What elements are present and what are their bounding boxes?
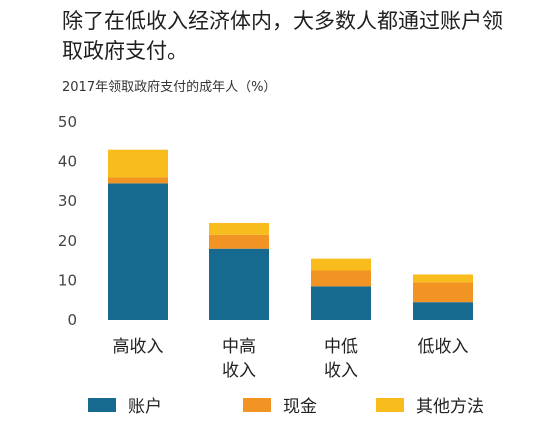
bar-segment <box>311 286 371 320</box>
category-label: 收入 <box>324 361 358 381</box>
bar-segment <box>108 183 168 320</box>
category-label: 收入 <box>222 361 256 381</box>
legend-swatch <box>243 397 271 412</box>
y-tick-label: 30 <box>58 192 77 210</box>
legend: 账户 现金 其他方法 <box>0 392 535 422</box>
category-label: 高收入 <box>113 337 164 357</box>
legend-label: 现金 <box>283 397 317 417</box>
chart-subtitle: 2017年领取政府支付的成年人（%） <box>62 80 277 95</box>
legend-item: 现金 <box>243 392 317 417</box>
bar-segment <box>311 258 371 271</box>
bar-segment <box>413 302 473 320</box>
legend-label: 账户 <box>128 397 162 417</box>
y-tick-label: 50 <box>58 113 77 131</box>
y-tick-label: 40 <box>58 153 77 171</box>
bar-segment <box>311 270 371 287</box>
y-tick-label: 20 <box>58 232 77 250</box>
bar-segment <box>108 177 168 184</box>
y-tick-label: 0 <box>67 311 77 329</box>
category-label: 低收入 <box>418 337 469 357</box>
chart-title: 除了在低收入经济体内，大多数人都通过账户领取政府支付。 <box>62 9 503 63</box>
legend-item: 账户 <box>88 392 162 417</box>
category-label: 中低 <box>324 337 358 357</box>
bar-segment <box>413 282 473 303</box>
bar-segment <box>108 149 168 178</box>
legend-item: 其他方法 <box>376 392 484 417</box>
category-label: 中高 <box>222 337 256 357</box>
bar-segment <box>209 248 269 320</box>
y-tick-label: 10 <box>58 271 77 289</box>
legend-swatch <box>376 397 404 412</box>
bar-segment <box>209 222 269 235</box>
legend-swatch <box>88 397 116 412</box>
legend-label: 其他方法 <box>416 397 484 417</box>
bar-segment <box>209 234 269 249</box>
bar-segment <box>413 274 473 283</box>
